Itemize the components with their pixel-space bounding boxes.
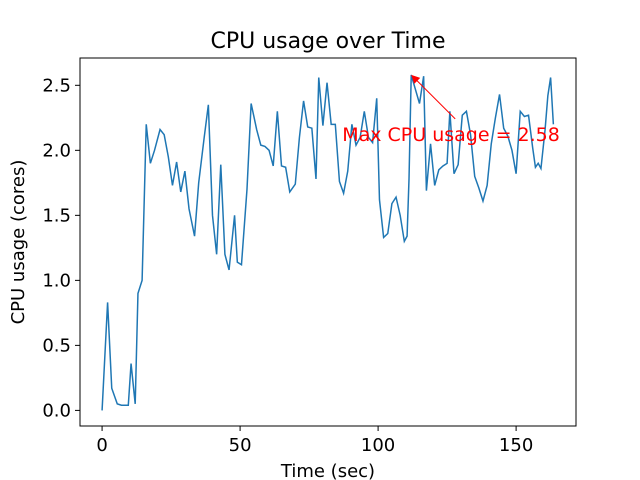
y-axis-label: CPU usage (cores) xyxy=(8,160,29,325)
x-axis-label: Time (sec) xyxy=(280,461,375,480)
annotation-arrowhead xyxy=(411,74,421,84)
annotation-text: Max CPU usage = 2.58 xyxy=(342,124,560,146)
y-tick-label: 2.5 xyxy=(42,75,71,96)
y-tick-label: 2.0 xyxy=(42,140,71,161)
chart-title: CPU usage over Time xyxy=(211,29,446,54)
y-tick-label: 0.0 xyxy=(42,400,71,421)
y-tick-label: 1.5 xyxy=(42,205,71,226)
y-tick-label: 0.5 xyxy=(42,335,71,356)
x-tick-label: 0 xyxy=(96,435,107,456)
x-tick-label: 100 xyxy=(361,435,395,456)
y-tick-label: 1.0 xyxy=(42,270,71,291)
x-tick-label: 150 xyxy=(499,435,533,456)
annotation-arrow xyxy=(412,76,456,120)
plot-frame xyxy=(79,57,577,427)
data-line xyxy=(101,74,555,411)
x-tick-label: 50 xyxy=(229,435,252,456)
